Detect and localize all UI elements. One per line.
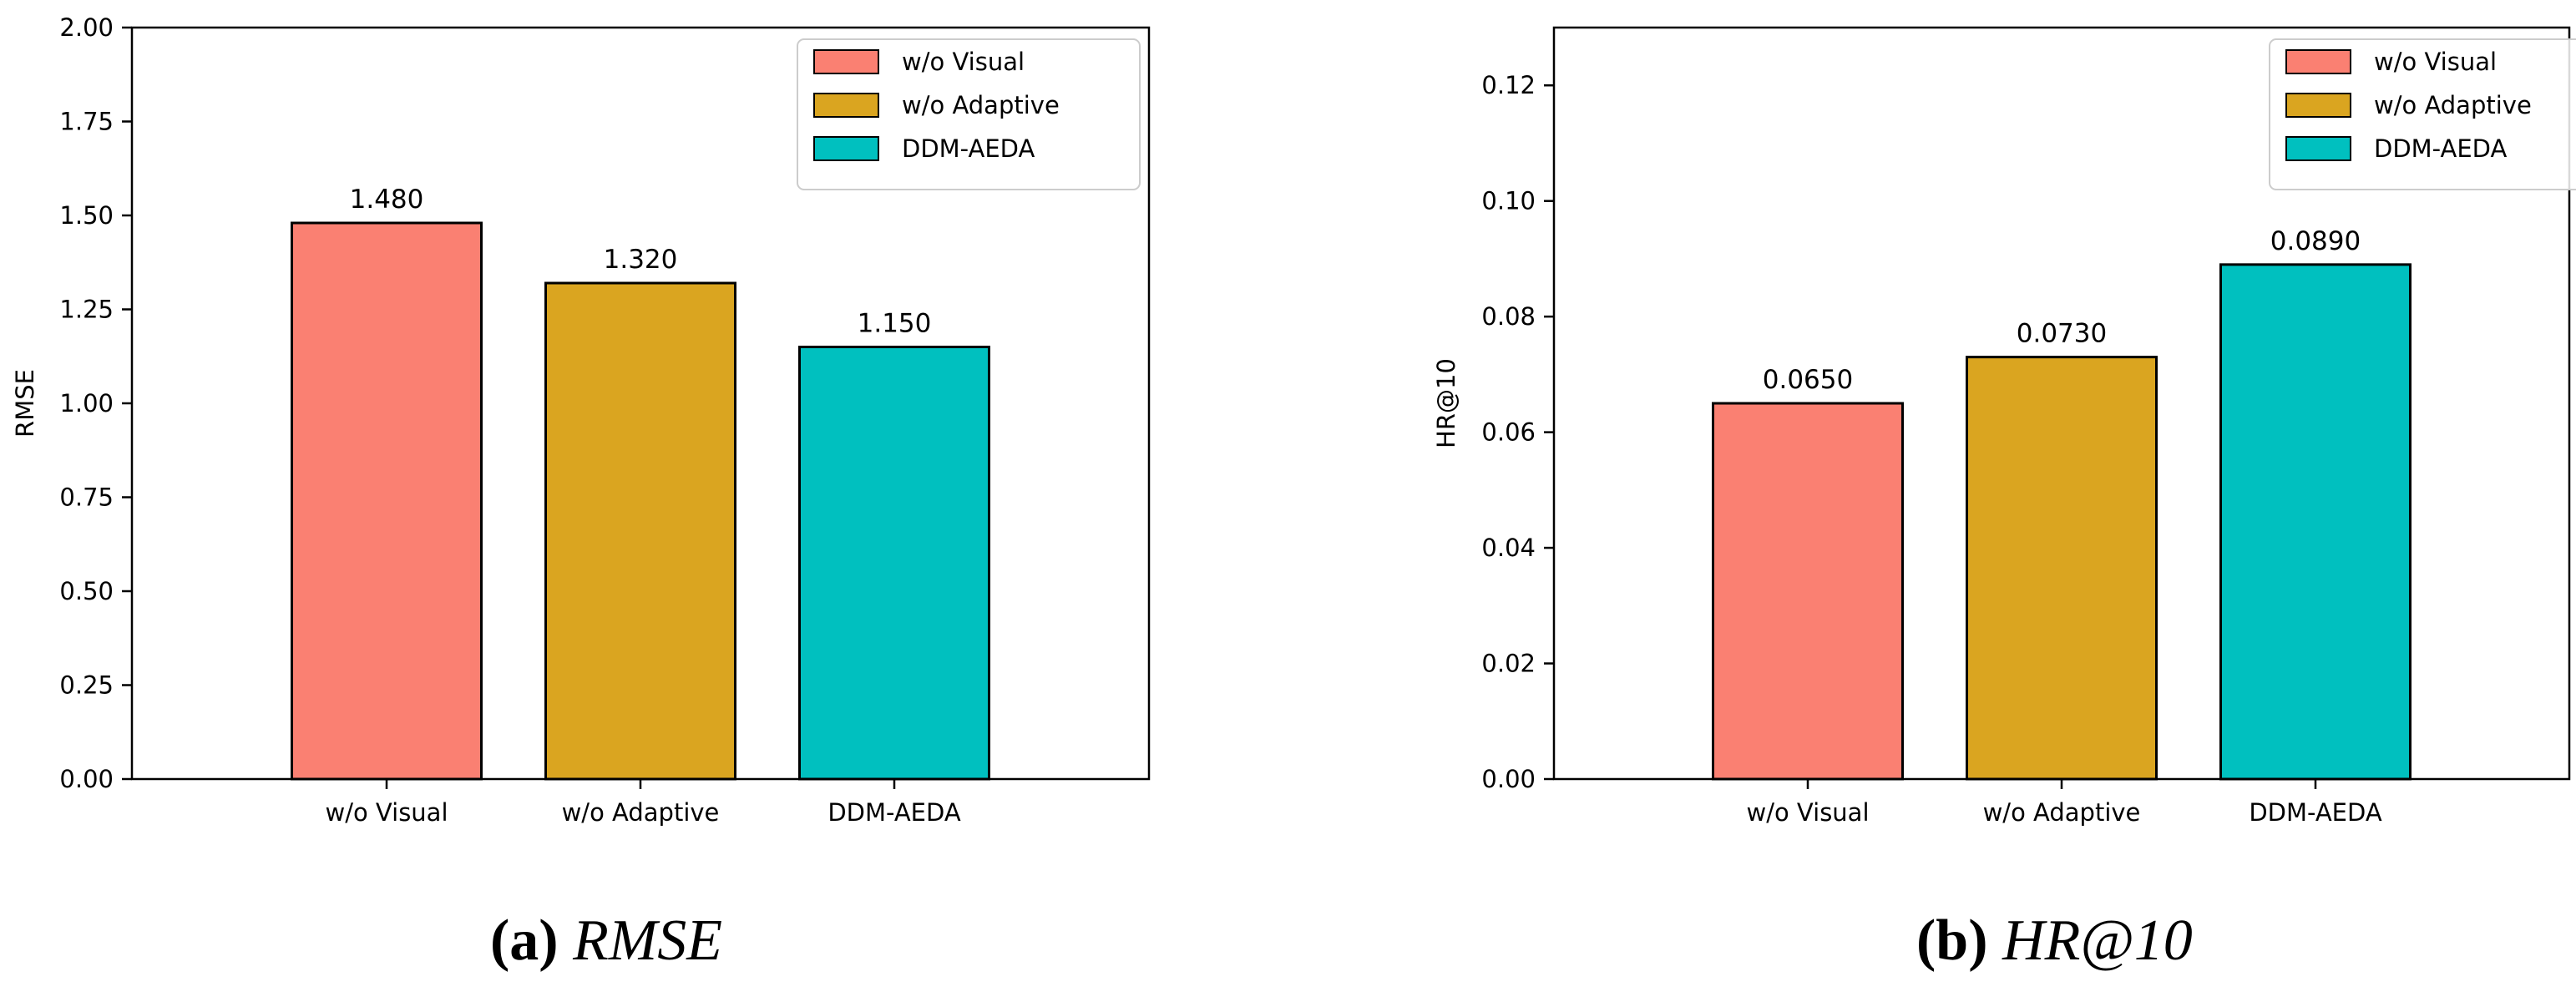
legend-1: w/o Visual w/o Adaptive DDM-AEDA: [797, 38, 1141, 190]
legend-box-1: [797, 38, 1141, 190]
y-tick-label-1-5: 1.00: [59, 389, 114, 418]
caption-a: (a) RMSE: [490, 903, 722, 979]
y-tick-label-1-7: 1.50: [59, 201, 114, 230]
data-label-1-1: 1.480: [350, 185, 424, 215]
bar-1-2: [544, 281, 736, 781]
x-tick-label-2-1: w/o Visual: [1746, 798, 1869, 827]
chart-panel-1: 1.480 1.320 1.150 0.00 0.25 0.50 0.75 1.00 1.25 1…: [11, 13, 1151, 827]
caption-b-letter: (b): [1916, 908, 1988, 973]
x-tick-label-1-2: w/o Adaptive: [562, 798, 720, 827]
x-tick-label-2-2: w/o Adaptive: [1983, 798, 2141, 827]
caption-b: (b) HR@10: [1916, 903, 2193, 979]
legend-label-1-2: w/o Adaptive: [902, 91, 1060, 119]
y-tick-label-1-9: 2.00: [59, 13, 114, 42]
x-tick-label-1-1: w/o Visual: [325, 798, 448, 827]
data-label-2-1: 0.0650: [1763, 365, 1853, 395]
data-label-2-3: 0.0890: [2270, 226, 2361, 256]
legend-swatch-1-3: [813, 136, 879, 161]
bar-2-2: [1966, 356, 2158, 781]
y-axis-label-2: HR@10: [1432, 358, 1460, 448]
bar-1-3: [798, 346, 990, 781]
legend-swatch-2-2: [2285, 93, 2351, 118]
y-tick-label-2-4: 0.06: [1481, 418, 1536, 447]
data-label-2-2: 0.0730: [2017, 319, 2107, 349]
bar-1-1: [291, 221, 483, 781]
legend-label-1-3: DDM-AEDA: [902, 134, 1035, 163]
legend-2: w/o Visual w/o Adaptive DDM-AEDA: [2269, 38, 2576, 190]
x-tick-label-1-3: DDM-AEDA: [827, 798, 960, 827]
legend-label-1-1: w/o Visual: [902, 48, 1025, 76]
y-tick-label-2-6: 0.10: [1481, 187, 1536, 215]
y-tick-label-2-7: 0.12: [1481, 71, 1536, 99]
y-tick-label-1-1: 0.00: [59, 765, 114, 793]
caption-a-letter: (a): [490, 908, 559, 973]
y-tick-label-1-3: 0.50: [59, 577, 114, 605]
y-tick-label-2-1: 0.00: [1481, 765, 1536, 793]
y-axis-label-1: RMSE: [11, 369, 39, 438]
caption-b-metric: HR@10: [2002, 908, 2193, 973]
data-label-1-3: 1.150: [858, 309, 932, 339]
caption-a-metric: RMSE: [573, 908, 722, 973]
y-tick-label-2-2: 0.02: [1481, 650, 1536, 678]
data-label-1-2: 1.320: [604, 245, 678, 275]
legend-swatch-2-3: [2285, 136, 2351, 161]
legend-label-2-2: w/o Adaptive: [2374, 91, 2532, 119]
legend-swatch-2-1: [2285, 49, 2351, 74]
y-tick-label-1-4: 0.75: [59, 483, 114, 512]
chart-panel-2: 0.0650 0.0730 0.0890 0.00 0.02 0.04 0.06 0.08 0.…: [1432, 26, 2576, 827]
y-tick-label-2-3: 0.04: [1481, 534, 1536, 562]
y-tick-label-1-8: 1.75: [59, 108, 114, 136]
x-tick-label-2-3: DDM-AEDA: [2249, 798, 2381, 827]
legend-label-2-3: DDM-AEDA: [2374, 134, 2507, 163]
bar-2-1: [1712, 402, 1904, 781]
y-tick-label-2-5: 0.08: [1481, 302, 1536, 331]
legend-swatch-1-1: [813, 49, 879, 74]
legend-swatch-1-2: [813, 93, 879, 118]
y-tick-label-1-6: 1.25: [59, 296, 114, 324]
y-tick-label-1-2: 0.25: [59, 671, 114, 700]
bar-2-3: [2219, 263, 2412, 781]
legend-label-2-1: w/o Visual: [2374, 48, 2497, 76]
